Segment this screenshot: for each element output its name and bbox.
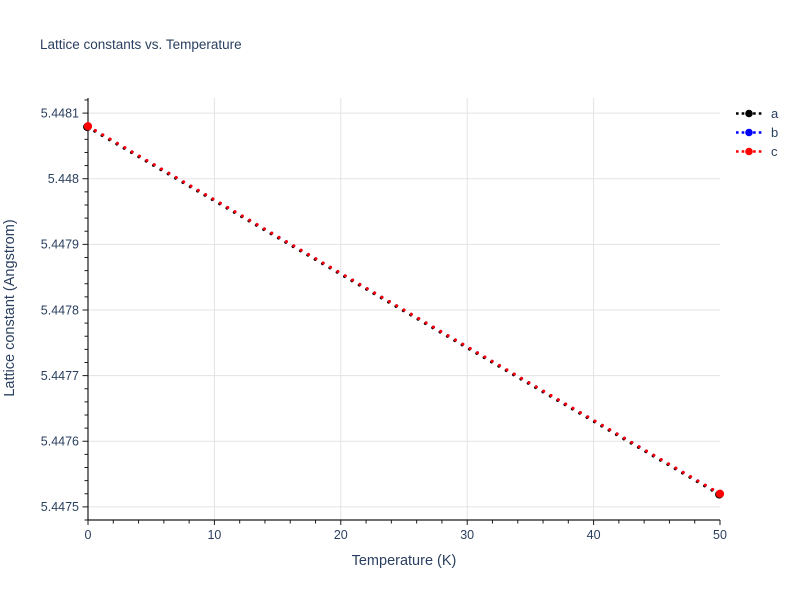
legend-line-sample-b <box>736 128 762 137</box>
x-tick-label: 10 <box>207 528 221 542</box>
series-marker-c <box>715 489 725 498</box>
x-tick-label: 20 <box>334 528 348 542</box>
legend-line-sample-a <box>736 109 762 118</box>
y-tick-label: 5.4476 <box>41 435 79 449</box>
x-tick-label: 0 <box>85 528 92 542</box>
legend-label-a: a <box>771 106 779 121</box>
legend-label-c: c <box>771 144 778 159</box>
y-tick-label: 5.4481 <box>41 106 79 120</box>
series-line-c <box>86 124 722 496</box>
legend-item-a[interactable]: a <box>735 104 778 123</box>
y-tick-label: 5.4477 <box>41 369 79 383</box>
x-tick-label: 30 <box>460 528 474 542</box>
chart-title: Lattice constants vs. Temperature <box>40 37 242 52</box>
series-marker-c <box>83 122 93 131</box>
x-tick-label: 50 <box>713 528 727 542</box>
x-axis-title: Temperature (K) <box>351 553 457 569</box>
y-tick-label: 5.4475 <box>41 500 79 514</box>
y-axis-title: Lattice constant (Angstrom) <box>2 219 18 397</box>
legend: a b c <box>735 104 778 161</box>
y-tick-label: 5.448 <box>48 172 79 186</box>
legend-item-c[interactable]: c <box>735 142 778 161</box>
legend-item-b[interactable]: b <box>735 123 778 142</box>
legend-label-b: b <box>771 125 779 140</box>
legend-line-sample-c <box>736 147 762 156</box>
y-tick-label: 5.4479 <box>41 238 79 252</box>
y-tick-label: 5.4478 <box>41 303 79 317</box>
x-tick-label: 40 <box>587 528 601 542</box>
